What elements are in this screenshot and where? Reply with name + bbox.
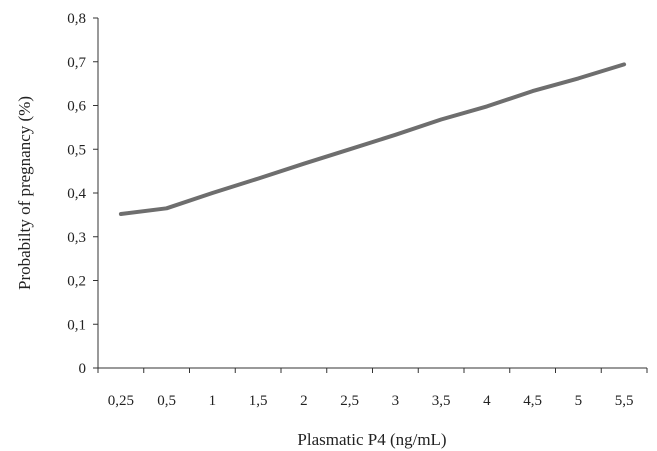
x-tick-label: 4 bbox=[483, 393, 491, 409]
y-ticks: 0 0,1 0,2 0,3 0,4 0,5 0,6 0,7 0,8 bbox=[67, 11, 98, 377]
y-tick-label: 0 bbox=[79, 361, 87, 377]
series-group bbox=[118, 62, 627, 216]
x-axis: 0,25 0,5 1 1,5 2 2,5 3 3,5 4 4,5 5 5,5 bbox=[97, 367, 648, 409]
y-tick-label: 0,6 bbox=[67, 99, 86, 115]
y-tick-label: 0,4 bbox=[67, 186, 86, 202]
y-axis-title: Probabilty of pregnancy (%) bbox=[15, 96, 34, 290]
y-tick-label: 0,2 bbox=[67, 274, 86, 290]
x-tick-label: 1,5 bbox=[249, 393, 268, 409]
x-tick-label: 2 bbox=[300, 393, 308, 409]
y-tick-label: 0,8 bbox=[67, 11, 86, 27]
x-tick-label: 4,5 bbox=[523, 393, 542, 409]
x-tick-label: 2,5 bbox=[340, 393, 359, 409]
x-tick-label: 0,25 bbox=[108, 393, 134, 409]
y-tick-label: 0,3 bbox=[67, 230, 86, 246]
x-tick-label: 5,5 bbox=[615, 393, 634, 409]
y-tick-label: 0,7 bbox=[67, 55, 86, 71]
x-tick-label: 5 bbox=[575, 393, 583, 409]
x-tick-label: 3,5 bbox=[432, 393, 451, 409]
x-tick-label: 1 bbox=[209, 393, 217, 409]
x-ticks: 0,25 0,5 1 1,5 2 2,5 3 3,5 4 4,5 5 5,5 bbox=[97, 368, 648, 409]
x-tick-label: 3 bbox=[392, 393, 400, 409]
series-line-0 bbox=[118, 62, 627, 216]
x-tick-label: 0,5 bbox=[157, 393, 176, 409]
y-tick-label: 0,1 bbox=[67, 317, 86, 333]
y-tick-label: 0,5 bbox=[67, 142, 86, 158]
y-axis: 0 0,1 0,2 0,3 0,4 0,5 0,6 0,7 0,8 bbox=[67, 11, 99, 377]
x-axis-title: Plasmatic P4 (ng/mL) bbox=[297, 430, 446, 449]
